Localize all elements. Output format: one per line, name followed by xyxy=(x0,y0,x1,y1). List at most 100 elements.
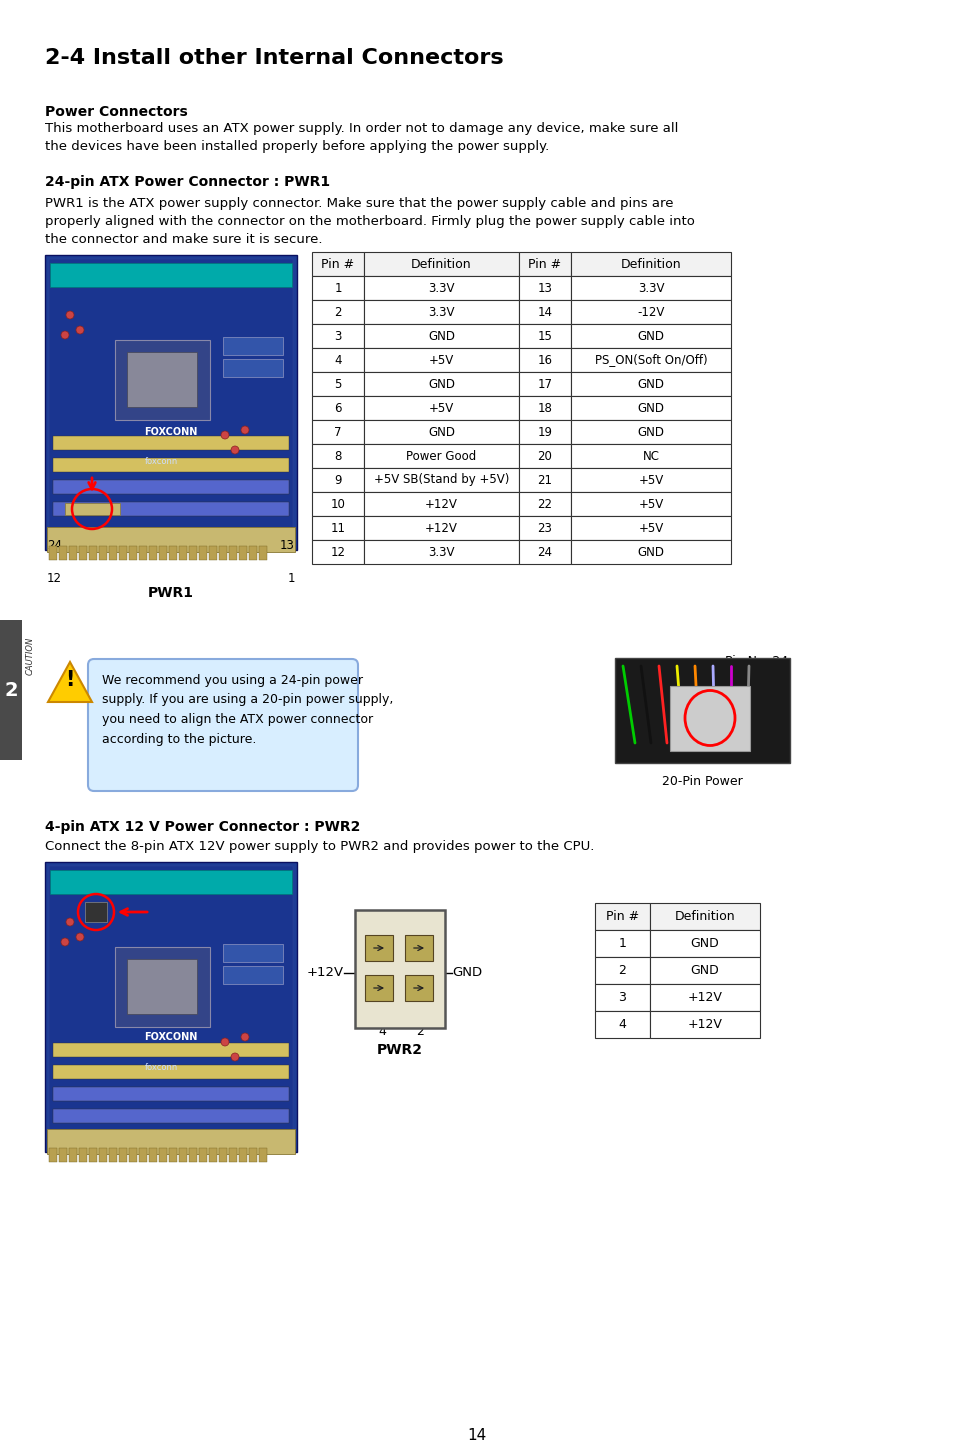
Text: 2: 2 xyxy=(618,964,626,977)
Bar xyxy=(139,546,147,560)
Bar xyxy=(518,372,571,396)
Bar xyxy=(223,966,283,984)
Text: +5V: +5V xyxy=(429,402,454,414)
Text: +12V: +12V xyxy=(687,1018,721,1031)
Bar xyxy=(405,974,433,1000)
Bar xyxy=(364,444,518,468)
Bar xyxy=(219,1149,227,1162)
Bar xyxy=(65,502,120,515)
Bar xyxy=(595,929,649,957)
Text: Pin #: Pin # xyxy=(321,257,355,270)
Text: FOXCONN: FOXCONN xyxy=(144,1032,197,1043)
Text: 10: 10 xyxy=(331,498,345,511)
Bar xyxy=(518,253,571,276)
Bar xyxy=(149,1149,157,1162)
Text: 18: 18 xyxy=(537,402,552,414)
Text: +5V: +5V xyxy=(429,353,454,366)
Text: 23: 23 xyxy=(537,521,552,534)
Bar xyxy=(189,1149,196,1162)
Bar xyxy=(79,1149,87,1162)
Bar xyxy=(518,444,571,468)
Bar xyxy=(518,301,571,324)
Bar xyxy=(571,253,730,276)
Text: GND: GND xyxy=(637,402,664,414)
FancyBboxPatch shape xyxy=(355,910,444,1028)
Bar xyxy=(571,540,730,563)
Text: 24-pin ATX Power Connector : PWR1: 24-pin ATX Power Connector : PWR1 xyxy=(45,176,330,189)
Circle shape xyxy=(231,1053,239,1061)
Text: Definition: Definition xyxy=(620,257,680,270)
Bar xyxy=(127,351,196,407)
Text: GND: GND xyxy=(690,937,719,950)
Bar xyxy=(49,546,57,560)
Bar xyxy=(189,546,196,560)
Text: the devices have been installed properly before applying the power supply.: the devices have been installed properly… xyxy=(45,139,549,152)
Bar xyxy=(53,502,289,515)
Text: 5: 5 xyxy=(334,378,341,391)
Circle shape xyxy=(61,331,69,338)
Bar xyxy=(53,1088,289,1101)
Text: Pin #: Pin # xyxy=(528,257,561,270)
Text: 16: 16 xyxy=(537,353,552,366)
Bar xyxy=(364,324,518,348)
Bar xyxy=(518,420,571,444)
Bar xyxy=(364,348,518,372)
Bar xyxy=(571,276,730,301)
Bar xyxy=(364,492,518,515)
Bar xyxy=(139,1149,147,1162)
Bar xyxy=(518,515,571,540)
Polygon shape xyxy=(48,662,91,701)
Text: 4: 4 xyxy=(618,1018,626,1031)
Bar xyxy=(364,396,518,420)
Bar xyxy=(89,546,97,560)
Bar xyxy=(518,492,571,515)
Bar xyxy=(615,658,789,762)
Bar xyxy=(53,1043,289,1057)
Bar xyxy=(312,420,364,444)
Bar xyxy=(53,436,289,450)
Bar xyxy=(119,1149,127,1162)
Text: properly aligned with the connector on the motherboard. Firmly plug the power su: properly aligned with the connector on t… xyxy=(45,215,694,228)
Text: 19: 19 xyxy=(537,425,552,439)
Bar xyxy=(571,324,730,348)
Bar xyxy=(258,1149,267,1162)
Text: GND: GND xyxy=(452,967,481,980)
Text: 14: 14 xyxy=(537,305,552,318)
Bar xyxy=(364,372,518,396)
Text: 9: 9 xyxy=(334,473,341,486)
Bar xyxy=(518,540,571,563)
Bar xyxy=(53,481,289,494)
Bar xyxy=(405,935,433,961)
Bar xyxy=(364,301,518,324)
Bar xyxy=(199,1149,207,1162)
Circle shape xyxy=(61,938,69,947)
Text: GND: GND xyxy=(428,425,455,439)
Text: the connector and make sure it is secure.: the connector and make sure it is secure… xyxy=(45,232,322,245)
Bar xyxy=(365,974,393,1000)
Circle shape xyxy=(221,431,229,439)
FancyBboxPatch shape xyxy=(88,659,357,791)
Bar xyxy=(115,340,210,420)
Bar xyxy=(109,546,117,560)
Bar xyxy=(79,546,87,560)
Bar xyxy=(119,546,127,560)
Bar xyxy=(149,546,157,560)
Text: 6: 6 xyxy=(334,402,341,414)
Text: We recommend you using a 24-pin power
supply. If you are using a 20-pin power su: We recommend you using a 24-pin power su… xyxy=(102,674,393,745)
Bar xyxy=(99,1149,107,1162)
Bar xyxy=(595,957,649,984)
Circle shape xyxy=(241,425,249,434)
Bar xyxy=(45,256,296,550)
Bar xyxy=(49,258,293,546)
Circle shape xyxy=(76,934,84,941)
Text: -12V: -12V xyxy=(637,305,664,318)
Bar xyxy=(89,1149,97,1162)
Text: GND: GND xyxy=(637,425,664,439)
Bar xyxy=(99,546,107,560)
Bar xyxy=(364,468,518,492)
Bar xyxy=(209,546,216,560)
Text: 13: 13 xyxy=(537,282,552,295)
Text: 12: 12 xyxy=(47,572,62,585)
Bar xyxy=(127,958,196,1013)
Bar xyxy=(571,348,730,372)
